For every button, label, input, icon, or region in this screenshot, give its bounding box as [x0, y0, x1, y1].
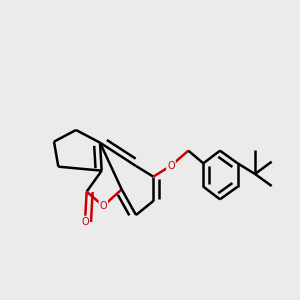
- Text: O: O: [167, 161, 175, 171]
- Text: O: O: [100, 201, 107, 211]
- Text: O: O: [81, 217, 89, 227]
